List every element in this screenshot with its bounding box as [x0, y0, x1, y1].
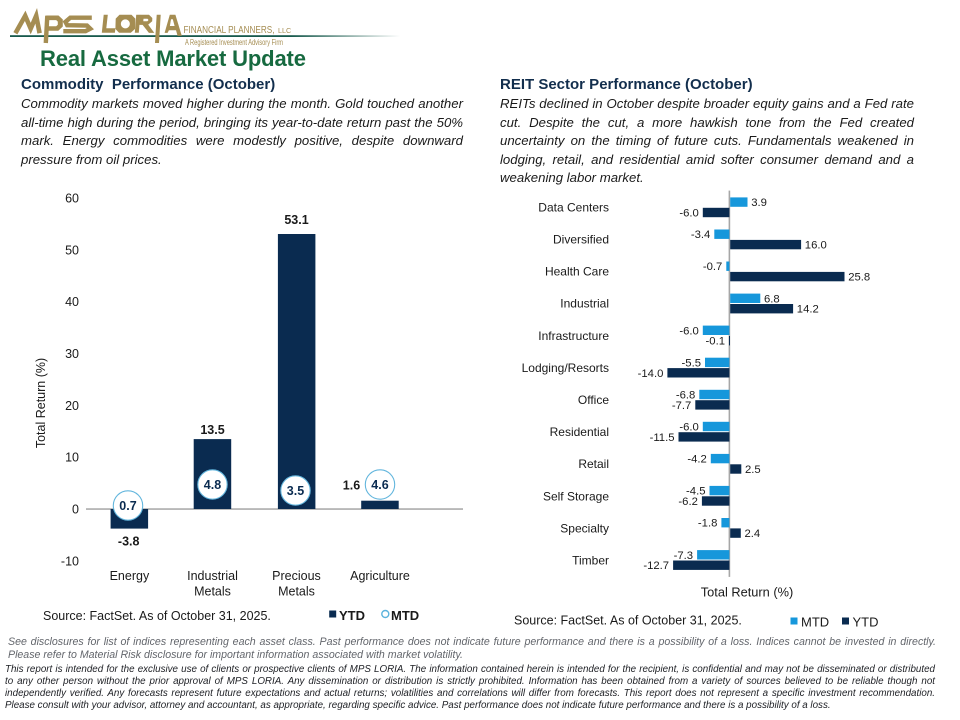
svg-text:Retail: Retail	[578, 457, 609, 471]
svg-text:Health Care: Health Care	[545, 265, 609, 279]
svg-text:Energy: Energy	[110, 569, 150, 583]
svg-text:-10: -10	[61, 554, 79, 568]
svg-text:-0.1: -0.1	[706, 336, 725, 348]
svg-text:14.2: 14.2	[797, 304, 819, 316]
svg-text:0: 0	[72, 503, 79, 517]
svg-text:2.4: 2.4	[745, 528, 761, 540]
svg-text:MTD: MTD	[801, 615, 829, 630]
svg-text:4.8: 4.8	[204, 478, 221, 492]
svg-text:30: 30	[65, 347, 79, 361]
svg-text:Timber: Timber	[572, 554, 609, 568]
svg-text:YTD: YTD	[853, 615, 879, 630]
svg-text:MTD: MTD	[391, 608, 419, 623]
svg-text:-0.7: -0.7	[703, 261, 722, 273]
svg-text:50: 50	[65, 243, 79, 257]
svg-text:Source: FactSet. As of October: Source: FactSet. As of October 31, 2025.	[514, 614, 742, 628]
svg-text:6.8: 6.8	[764, 293, 780, 305]
svg-text:13.5: 13.5	[200, 423, 224, 437]
svg-text:-12.7: -12.7	[643, 560, 669, 572]
svg-text:Industrial: Industrial	[560, 297, 609, 311]
svg-text:3.9: 3.9	[751, 197, 767, 209]
svg-text:-11.5: -11.5	[650, 432, 675, 444]
svg-text:60: 60	[65, 192, 79, 206]
svg-text:LLC: LLC	[278, 26, 291, 35]
svg-text:4.6: 4.6	[371, 478, 388, 492]
svg-text:Lodging/Resorts: Lodging/Resorts	[522, 361, 609, 375]
svg-text:-6.8: -6.8	[676, 390, 695, 402]
svg-text:53.1: 53.1	[284, 213, 308, 227]
svg-text:-6.0: -6.0	[679, 325, 698, 337]
svg-text:Precious: Precious	[272, 569, 321, 583]
svg-text:Industrial: Industrial	[187, 569, 238, 583]
svg-text:-4.5: -4.5	[686, 486, 705, 498]
svg-text:-14.0: -14.0	[638, 368, 664, 380]
svg-text:-6.2: -6.2	[678, 496, 697, 508]
svg-text:3.5: 3.5	[287, 484, 304, 498]
svg-text:A Registered Investment Adviso: A Registered Investment Advisory Firm	[185, 38, 283, 47]
svg-text:Data Centers: Data Centers	[538, 200, 609, 214]
svg-text:10: 10	[65, 451, 79, 465]
svg-text:Specialty: Specialty	[560, 521, 609, 535]
svg-text:1.6: 1.6	[343, 479, 360, 493]
svg-text:YTD: YTD	[339, 608, 365, 623]
svg-text:25.8: 25.8	[848, 272, 870, 284]
svg-text:Office: Office	[578, 393, 609, 407]
svg-text:-6.0: -6.0	[679, 422, 698, 434]
svg-text:Self Storage: Self Storage	[543, 489, 609, 503]
svg-text:0.7: 0.7	[119, 499, 136, 513]
svg-text:-5.5: -5.5	[682, 357, 701, 369]
svg-text:-7.3: -7.3	[674, 550, 693, 562]
svg-text:-3.8: -3.8	[118, 535, 140, 549]
svg-text:20: 20	[65, 399, 79, 413]
svg-text:Residential: Residential	[550, 425, 609, 439]
svg-text:16.0: 16.0	[805, 240, 827, 252]
svg-text:Total Return (%): Total Return (%)	[701, 585, 793, 600]
svg-text:Metals: Metals	[194, 585, 231, 599]
svg-text:FINANCIAL PLANNERS,: FINANCIAL PLANNERS,	[184, 25, 275, 36]
svg-text:Source: FactSet. As of October: Source: FactSet. As of October 31, 2025.	[43, 609, 271, 623]
svg-text:-7.7: -7.7	[672, 400, 691, 412]
svg-text:Metals: Metals	[278, 585, 315, 599]
svg-text:-1.8: -1.8	[698, 518, 717, 530]
svg-text:-3.4: -3.4	[691, 229, 710, 241]
svg-text:2.5: 2.5	[745, 464, 761, 476]
svg-text:Diversified: Diversified	[553, 233, 609, 247]
svg-text:-6.0: -6.0	[679, 208, 698, 220]
svg-text:Infrastructure: Infrastructure	[538, 329, 609, 343]
svg-text:Agriculture: Agriculture	[350, 569, 410, 583]
svg-text:Total Return (%): Total Return (%)	[34, 358, 48, 448]
svg-text:-4.2: -4.2	[687, 454, 706, 466]
svg-text:40: 40	[65, 295, 79, 309]
